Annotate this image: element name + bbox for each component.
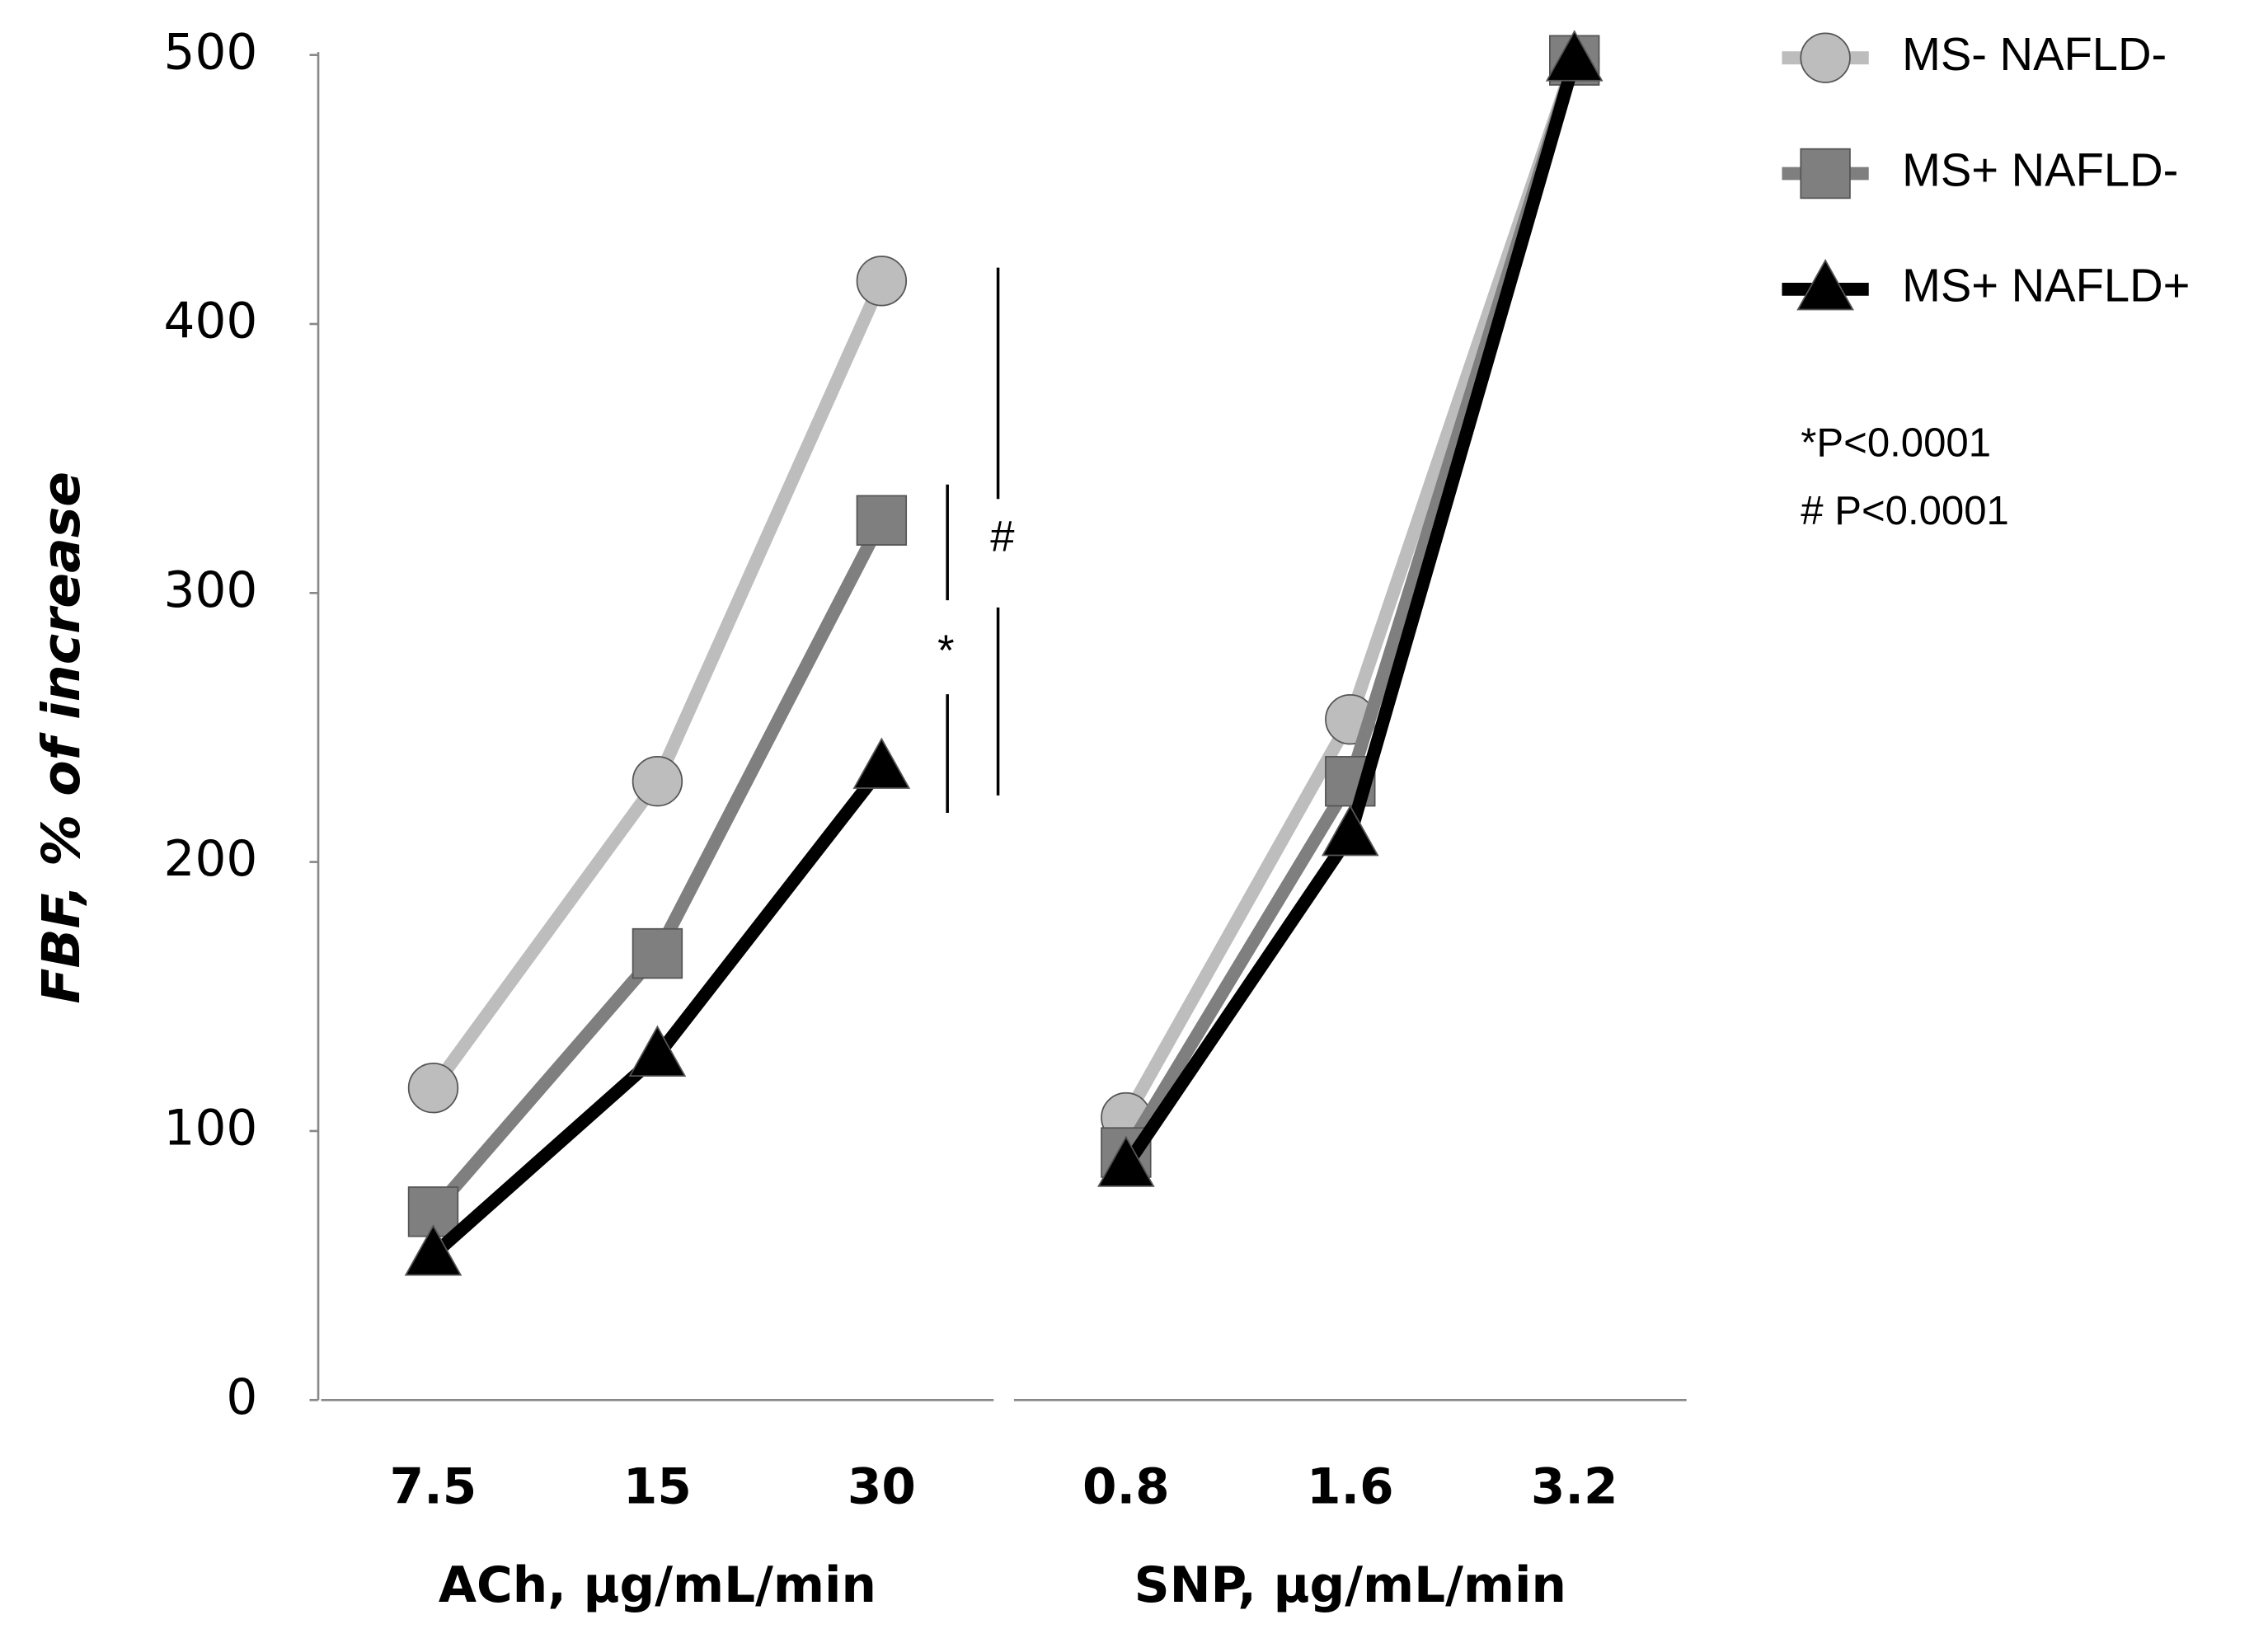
y-tick-label: 100 (164, 1101, 258, 1157)
data-point (407, 1063, 459, 1114)
data-point (856, 256, 908, 307)
x-tick-label: 7.5 (390, 1459, 477, 1516)
annotation: *P<0.0001 (1801, 420, 1991, 465)
annotation: * (937, 627, 954, 675)
data-point (856, 495, 908, 546)
legend-label: MS+ NAFLD- (1902, 143, 2178, 195)
data-point (632, 756, 683, 807)
legend-label: MS- NAFLD- (1902, 28, 2167, 80)
y-tick-label: 300 (164, 562, 258, 619)
x-tick-label: 3.2 (1531, 1459, 1618, 1516)
x-tick-label: 0.8 (1082, 1459, 1170, 1516)
x-tick-label: 30 (848, 1459, 916, 1516)
legend-label: MS+ NAFLD+ (1902, 260, 2190, 312)
data-point (1545, 30, 1604, 82)
annotation: # (990, 512, 1015, 561)
x-axis-label: SNP, μg/mL/min (1134, 1557, 1566, 1614)
data-point (1097, 1135, 1155, 1187)
series-line (429, 58, 1581, 1260)
data-point (404, 1224, 463, 1276)
y-tick-label: 500 (164, 24, 258, 81)
x-tick-label: 15 (623, 1459, 692, 1516)
data-point (1321, 805, 1379, 857)
data-point (628, 1025, 687, 1077)
x-axis-label: ACh, μg/mL/min (439, 1557, 876, 1614)
y-tick-label: 0 (226, 1369, 257, 1426)
x-tick-label: 1.6 (1307, 1459, 1394, 1516)
y-axis-label: FBF, % of increase (31, 472, 92, 1004)
legend-marker (1800, 32, 1851, 83)
y-tick-label: 200 (164, 831, 258, 888)
data-point (852, 737, 911, 789)
y-tick-label: 400 (164, 293, 258, 350)
data-point (632, 927, 683, 979)
annotation: # P<0.0001 (1801, 489, 2009, 533)
legend-marker (1800, 148, 1851, 200)
legend-marker (1796, 258, 1854, 311)
